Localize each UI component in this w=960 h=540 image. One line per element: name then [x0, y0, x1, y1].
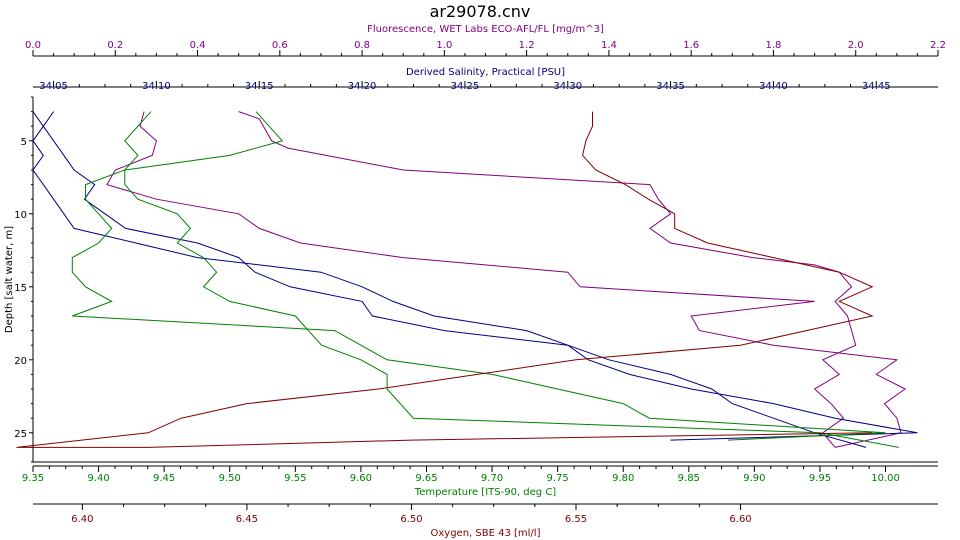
fluor-series-line-0: [238, 111, 857, 448]
fluor-tick-label: 2.2: [930, 40, 946, 51]
temp-tick-label: 9.60: [350, 473, 372, 484]
sal-tick-label: 34.45: [862, 81, 891, 92]
fluor-series-line-1: [106, 111, 907, 448]
sal-axis-label: Derived Salinity, Practical [PSU]: [406, 67, 565, 78]
temp-tick-label: 9.80: [612, 473, 634, 484]
oxy-tick-label: 6.60: [729, 514, 751, 525]
chart-title: ar29078.cnv: [430, 2, 531, 21]
oxy-series-line-6: [16, 111, 874, 448]
y-tick-label: 25: [14, 429, 27, 440]
sal-tick-label: 34.35: [656, 81, 685, 92]
temp-tick-label: 9.70: [481, 473, 503, 484]
sal-tick-label: 34.40: [759, 81, 788, 92]
oxy-tick-label: 6.45: [236, 514, 258, 525]
oxy-tick-label: 6.55: [565, 514, 587, 525]
temp-tick-label: 10.00: [871, 473, 900, 484]
y-tick-label: 20: [14, 356, 27, 367]
fluor-tick-label: 2.0: [848, 40, 864, 51]
y-tick-label: 10: [14, 210, 27, 221]
sal-tick-label: 34.30: [553, 81, 582, 92]
temp-axis-label: Temperature [ITS-90, deg C]: [414, 487, 557, 498]
temp-tick-label: 9.35: [22, 473, 44, 484]
temp-series-line-4: [71, 111, 886, 441]
fluor-axis-label: Fluorescence, WET Labs ECO-AFL/FL [mg/m^…: [367, 24, 604, 35]
y-axis-label: Depth [salt water, m]: [4, 226, 15, 333]
sal-tick-label: 34.25: [451, 81, 480, 92]
temp-tick-label: 9.55: [284, 473, 306, 484]
y-tick-label: 15: [14, 283, 27, 294]
temp-series-line-5: [124, 111, 899, 448]
series-layer: [16, 111, 918, 448]
fluor-tick-label: 0.4: [190, 40, 206, 51]
fluor-tick-label: 0.0: [25, 40, 41, 51]
sal-series-line-3: [32, 111, 918, 441]
temp-tick-label: 9.45: [153, 473, 175, 484]
axes-layer: 5 10 15 20 25 Depth [salt water, m] 0.0 0.2 0.4 0…: [4, 24, 946, 539]
fluor-tick-label: 0.6: [272, 40, 288, 51]
temp-tick-label: 9.95: [809, 473, 831, 484]
fluor-tick-label: 1.4: [601, 40, 617, 51]
sal-tick-label: 34.15: [245, 81, 274, 92]
fluor-tick-label: 1.6: [683, 40, 699, 51]
fluor-tick-label: 1.2: [519, 40, 535, 51]
oxy-axis-label: Oxygen, SBE 43 [ml/l]: [431, 528, 541, 539]
sal-series-line-2: [42, 111, 867, 448]
sal-tick-label: 34.10: [142, 81, 171, 92]
fluor-tick-label: 1.8: [766, 40, 782, 51]
sal-tick-label: 34.05: [39, 81, 68, 92]
y-tick-label: 5: [21, 137, 27, 148]
temp-tick-label: 9.65: [415, 473, 437, 484]
temp-tick-label: 9.75: [547, 473, 569, 484]
temp-tick-label: 9.50: [219, 473, 241, 484]
fluor-tick-label: 1.0: [436, 40, 452, 51]
temp-tick-label: 9.85: [678, 473, 700, 484]
fluor-tick-label: 0.8: [354, 40, 370, 51]
fluor-tick-label: 0.2: [107, 40, 123, 51]
oxy-tick-label: 6.40: [71, 514, 93, 525]
sal-tick-label: 34.20: [348, 81, 377, 92]
temp-tick-label: 9.40: [87, 473, 109, 484]
temp-tick-label: 9.90: [743, 473, 765, 484]
oxy-tick-label: 6.50: [400, 514, 422, 525]
